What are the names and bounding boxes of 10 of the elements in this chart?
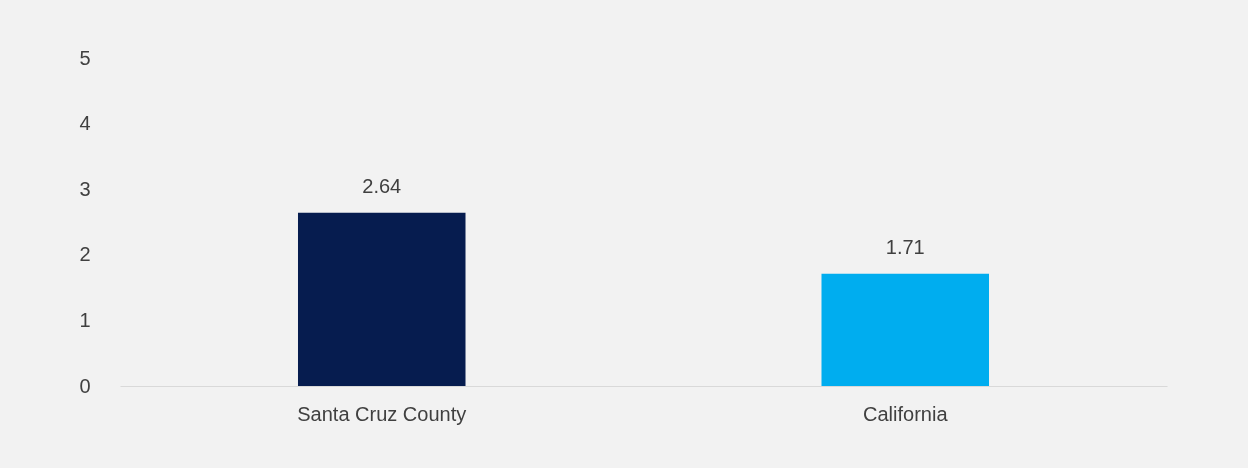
y-tick-label: 4 bbox=[79, 112, 91, 135]
data-label: 2.64 bbox=[362, 174, 402, 197]
data-label: 1.71 bbox=[885, 235, 925, 258]
y-tick-label: 1 bbox=[79, 308, 91, 331]
y-tick-label: 0 bbox=[79, 374, 91, 397]
y-tick-label: 2 bbox=[79, 243, 91, 266]
x-tick-label: Santa Cruz County bbox=[297, 402, 467, 425]
y-tick-label: 3 bbox=[79, 177, 91, 200]
y-tick-label: 5 bbox=[79, 46, 91, 69]
x-tick-label: California bbox=[863, 402, 949, 425]
